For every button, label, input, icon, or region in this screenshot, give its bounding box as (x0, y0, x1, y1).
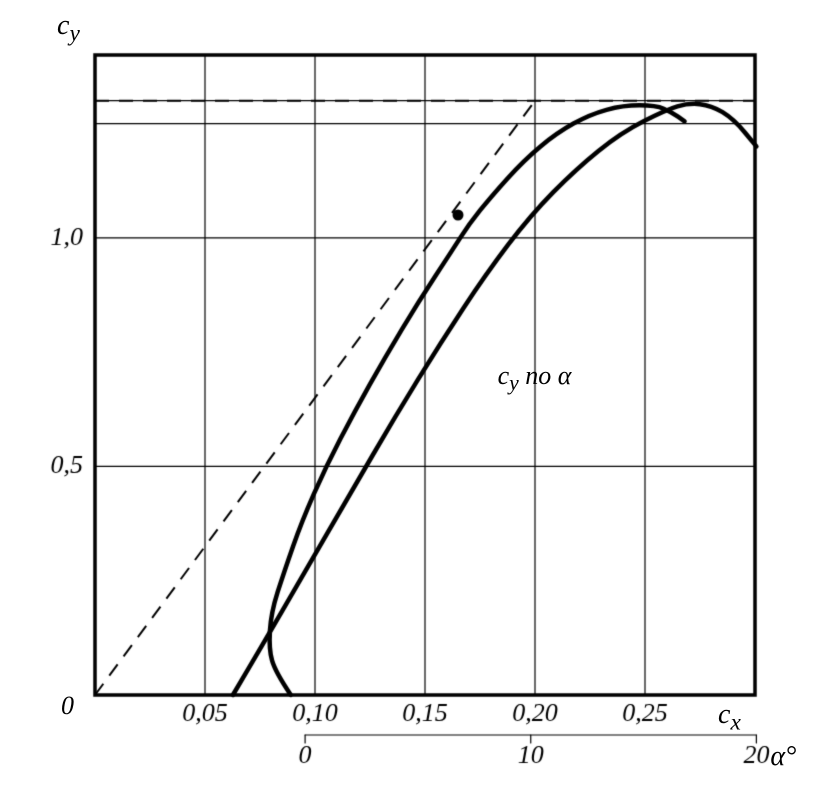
origin-zero: 0 (61, 691, 74, 721)
curve-annotation: cy по α (498, 361, 572, 396)
y-axis-label: cy (57, 10, 80, 48)
x-axis-label-cx: cx (718, 699, 741, 737)
aero-polar-chart (0, 0, 825, 807)
x-axis-label-alpha: α° (770, 741, 796, 773)
